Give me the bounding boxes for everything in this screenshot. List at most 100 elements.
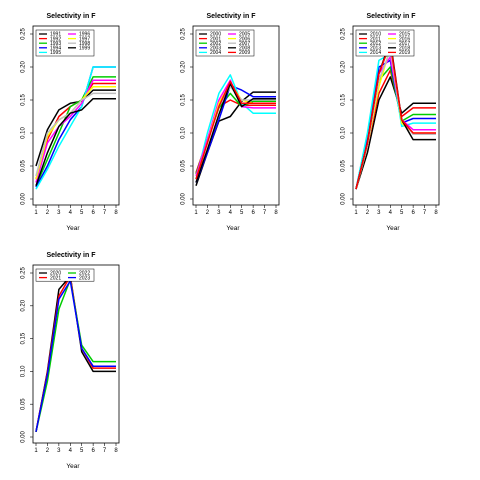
legend-label: 2022 — [79, 271, 90, 277]
chart-title: Selectivity in F — [46, 252, 96, 259]
x-tick-label: 8 — [274, 210, 278, 216]
legend-label: 2020 — [50, 271, 61, 277]
y-tick-label: 0.10 — [21, 365, 27, 377]
series-line-1999 — [35, 97, 116, 187]
plot-frame — [352, 25, 440, 206]
legend-label: 2001 — [210, 36, 221, 42]
series-line-1995 — [35, 66, 116, 190]
y-tick-label: 0.00 — [21, 431, 27, 443]
legend-label: 1993 — [50, 41, 61, 47]
chart-panel-2: Selectivity in F 0.00 0.05 0.10 0.15 0.20 0.25… — [181, 13, 280, 232]
series-line-2008 — [195, 82, 276, 183]
legend-label: 2011 — [370, 36, 381, 42]
legend-label: 2008 — [239, 46, 250, 52]
series-line-2022 — [35, 278, 116, 432]
x-tick-label: 4 — [229, 210, 233, 216]
y-tick-label: 0.25 — [181, 28, 187, 40]
series-line-2009 — [195, 80, 276, 180]
chart-title: Selectivity in F — [46, 13, 96, 20]
x-tick-label: 8 — [114, 210, 118, 216]
x-tick-label: 4 — [69, 448, 73, 454]
y-tick-label: 0.00 — [341, 193, 347, 205]
series-line-2020 — [35, 275, 116, 432]
legend-label: 1997 — [79, 36, 90, 42]
x-tick-label: 2 — [366, 210, 370, 216]
series-line-2021 — [35, 275, 116, 432]
series-line-2023 — [35, 280, 116, 432]
series-line-1996 — [35, 79, 116, 183]
y-tick-label: 0.15 — [21, 332, 27, 344]
y-tick-label: 0.00 — [181, 193, 187, 205]
legend-label: 2010 — [370, 32, 381, 38]
x-tick-label: 1 — [354, 210, 358, 216]
legend-label: 1999 — [79, 46, 90, 52]
x-tick-label: 6 — [411, 210, 415, 216]
series-line-1993 — [35, 76, 116, 187]
series-line-2004 — [195, 74, 276, 180]
y-tick-label: 0.00 — [21, 193, 27, 205]
legend-label: 1998 — [79, 41, 90, 47]
legend-label: 1994 — [50, 46, 61, 52]
y-tick-label: 0.05 — [21, 160, 27, 172]
y-tick-label: 0.25 — [21, 267, 27, 279]
legend-label: 2002 — [210, 41, 221, 47]
x-tick-label: 8 — [434, 210, 438, 216]
x-axis-label: Year — [66, 225, 80, 232]
legend-box — [35, 268, 95, 282]
chart-title: Selectivity in F — [206, 13, 256, 20]
x-tick-label: 5 — [80, 448, 84, 454]
y-tick-label: 0.10 — [181, 127, 187, 139]
legend-label: 1995 — [50, 50, 61, 56]
x-tick-label: 7 — [103, 210, 107, 216]
x-tick-label: 8 — [114, 448, 118, 454]
legend-label: 2013 — [370, 46, 381, 52]
x-axis-label: Year — [386, 225, 400, 232]
legend-label: 2017 — [399, 41, 410, 47]
x-tick-label: 6 — [251, 210, 255, 216]
y-tick-label: 0.15 — [181, 94, 187, 106]
x-tick-label: 2 — [46, 448, 50, 454]
series-line-1991 — [35, 89, 116, 167]
y-tick-label: 0.20 — [21, 61, 27, 73]
legend-label: 2005 — [239, 32, 250, 38]
chart-panel-4: Selectivity in F 0.00 0.05 0.10 0.15 0.20 0.25… — [21, 252, 120, 470]
y-tick-label: 0.15 — [21, 94, 27, 106]
legend-label: 2009 — [239, 50, 250, 56]
legend-label: 2015 — [399, 32, 410, 38]
x-tick-label: 5 — [80, 210, 84, 216]
series-line-2017 — [355, 49, 436, 190]
x-tick-label: 2 — [206, 210, 210, 216]
legend-label: 2007 — [239, 41, 250, 47]
legend-label: 1996 — [79, 32, 90, 38]
y-tick-label: 0.05 — [341, 160, 347, 172]
plot-frame — [32, 264, 120, 444]
x-tick-label: 7 — [103, 448, 107, 454]
y-tick-label: 0.15 — [341, 94, 347, 106]
x-tick-label: 7 — [263, 210, 267, 216]
legend-label: 2006 — [239, 36, 250, 42]
y-tick-label: 0.10 — [21, 127, 27, 139]
chart-panel-1: Selectivity in F 0.00 0.05 0.10 0.15 0.20 0.25… — [21, 13, 120, 232]
chart-title: Selectivity in F — [366, 13, 416, 20]
legend-label: 2018 — [399, 46, 410, 52]
chart-panel-3: Selectivity in F 0.00 0.05 0.10 0.15 0.20 0.25… — [341, 13, 440, 232]
y-tick-label: 0.20 — [341, 61, 347, 73]
legend-label: 1991 — [50, 32, 61, 38]
x-tick-label: 4 — [69, 210, 73, 216]
x-axis-label: Year — [66, 463, 80, 470]
y-tick-label: 0.20 — [21, 299, 27, 311]
series-line-2019 — [355, 43, 436, 190]
legend-label: 2012 — [370, 41, 381, 47]
series-line-1998 — [35, 92, 116, 177]
y-tick-label: 0.10 — [341, 127, 347, 139]
series-line-2014 — [355, 53, 436, 190]
plot-frame — [32, 25, 120, 206]
legend-label: 2000 — [210, 32, 221, 38]
legend-label: 2004 — [210, 50, 221, 56]
x-tick-label: 1 — [34, 448, 38, 454]
y-tick-label: 0.05 — [181, 160, 187, 172]
x-tick-label: 3 — [57, 448, 61, 454]
y-tick-label: 0.25 — [341, 28, 347, 40]
y-tick-label: 0.25 — [21, 28, 27, 40]
